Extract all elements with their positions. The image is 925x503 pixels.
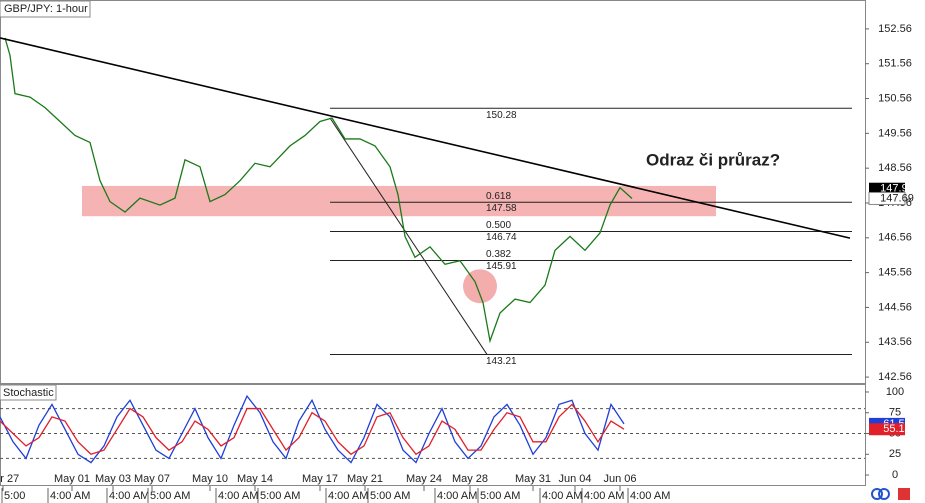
time-tick-label: 4:00 AM [50, 490, 90, 502]
time-tick-label: 4:00 AM [584, 490, 624, 502]
panel-title: Stochastic [3, 387, 54, 399]
panel-title-box [0, 384, 57, 401]
y-tick-label: 142.56 [878, 371, 912, 383]
toolbar-icons[interactable] [871, 488, 910, 500]
annotation: Odraz či průraz? [646, 150, 780, 169]
link-icon[interactable] [871, 488, 883, 500]
x-tick-label: May 10 [192, 473, 228, 485]
time-tick-label: 5:00 AM [150, 490, 190, 502]
fib-value: 145.91 [486, 261, 517, 272]
time-tick-label: 4:00 AM [542, 490, 582, 502]
y-tick-label: 148.56 [878, 162, 912, 174]
last-value: 55.14 [883, 423, 911, 435]
swing-line [329, 117, 488, 355]
time-tick-label: 5:00 AM [370, 490, 410, 502]
fib-value: 143.21 [486, 356, 517, 367]
last-price: 147.69 [880, 192, 914, 204]
y-tick-label: 25 [889, 448, 901, 460]
title-box [0, 0, 91, 18]
y-tick-label: 150.56 [878, 92, 912, 104]
fib-ratio: 0.382 [486, 249, 511, 260]
fib-ratio: 0.500 [486, 220, 511, 231]
time-tick-label: 4:00 AM [630, 490, 670, 502]
y-tick-label: 144.56 [878, 301, 912, 313]
y-tick-label: 75 [889, 407, 901, 419]
y-tick-label: 143.56 [878, 336, 912, 348]
time-tick-label: 5:00 AM [480, 490, 520, 502]
close-icon[interactable] [898, 488, 910, 500]
y-tick-label: 146.56 [878, 232, 912, 244]
x-tick-label: Jun 06 [603, 473, 636, 485]
x-tick-label: May 03 [95, 473, 131, 485]
x-tick-label: Jun 04 [558, 473, 591, 485]
fib-ratio: 0.618 [486, 191, 511, 202]
x-tick-label: May 24 [406, 473, 442, 485]
x-tick-label: May 28 [452, 473, 488, 485]
x-tick-label: May 21 [347, 473, 383, 485]
y-tick-label: 145.56 [878, 267, 912, 279]
time-tick-label: 5:00 [4, 490, 25, 502]
time-tick-label: 4:00 AM [437, 490, 477, 502]
y-tick-label: 100 [886, 386, 904, 398]
fib-value: 147.58 [486, 203, 517, 214]
price-line [4, 37, 633, 344]
y-tick-label: 0 [892, 469, 898, 481]
trendline [0, 37, 851, 239]
fib-value: 146.74 [486, 232, 517, 243]
fib-value: 150.28 [486, 110, 517, 121]
x-tick-label: May 17 [302, 473, 338, 485]
link-icon[interactable] [878, 488, 890, 500]
y-tick-label: 149.56 [878, 127, 912, 139]
x-tick-label: May 01 [54, 473, 90, 485]
chart-title: GBP/JPY: 1-hour [4, 3, 88, 15]
y-tick-label: 151.56 [878, 58, 912, 70]
time-tick-label: 4:00 AM [109, 490, 149, 502]
price-label-box [869, 182, 905, 195]
x-tick-label: May 07 [134, 473, 170, 485]
last-value-box [869, 423, 905, 436]
price-pane [0, 0, 866, 384]
y-tick-label: 152.56 [878, 23, 912, 35]
last-price-box [868, 191, 906, 205]
price-line [0, 403, 625, 456]
price-label: 147.97 [880, 183, 914, 195]
highlight-circle [463, 269, 497, 304]
time-tick-label: 4:00 AM [328, 490, 368, 502]
x-tick-label: May 31 [515, 473, 551, 485]
stochastic-pane [0, 384, 866, 486]
price-line [0, 394, 625, 464]
x-tick-label: May 14 [237, 473, 273, 485]
x-tick-label: Apr 27 [0, 473, 19, 485]
time-tick-label: 4:00 AM [218, 490, 258, 502]
time-tick-label: 5:00 AM [260, 490, 300, 502]
